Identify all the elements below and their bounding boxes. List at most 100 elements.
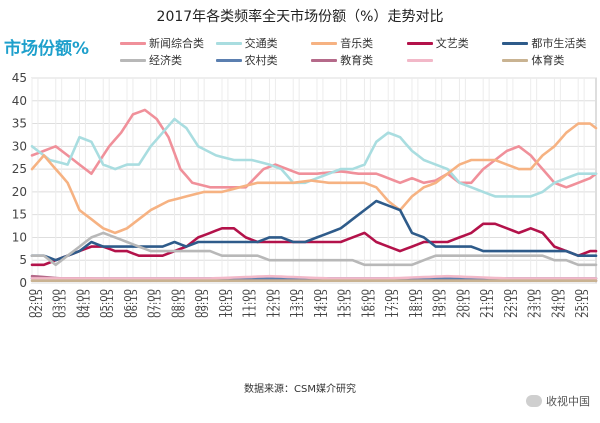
legend-swatch: [215, 58, 242, 62]
legend-item: 音乐类: [311, 36, 407, 50]
legend-item: 文艺类: [406, 36, 503, 50]
x-tick-label: 02:00: [28, 289, 39, 318]
x-tick-label: 12:15: [271, 289, 282, 318]
y-tick-label: 20: [12, 185, 27, 199]
y-tick-label: 25: [12, 162, 27, 176]
legend-label: 新闻综合类: [149, 37, 204, 50]
series-line: [30, 108, 598, 189]
x-tick-label: 17:15: [390, 289, 401, 318]
series-line: [30, 199, 598, 262]
x-tick-label: 21:00: [479, 289, 490, 318]
y-tick-label: 0: [19, 276, 27, 290]
x-tick-label: 24:15: [556, 289, 567, 318]
y-tick-label: 35: [12, 117, 27, 131]
series-line: [30, 117, 598, 198]
x-tick-label: 06:00: [123, 289, 134, 318]
x-tick-label: 19:00: [432, 289, 443, 318]
series-line: [30, 231, 598, 267]
legend-item: 都市生活类: [502, 36, 598, 50]
x-tick-label: 19:15: [438, 289, 449, 318]
x-tick-label: 17:00: [384, 289, 395, 318]
x-tick-label: 11:00: [242, 289, 253, 318]
legend-item: 交通类: [215, 36, 312, 50]
x-tick-label: 07:00: [147, 289, 158, 318]
legend-label: 体育类: [531, 54, 565, 67]
legend-label: 经济类: [149, 54, 182, 67]
x-tick-label: 21:15: [485, 289, 496, 318]
legend-swatch: [311, 58, 338, 62]
legend-label: 农村类: [244, 54, 278, 67]
x-tick-label: 23:00: [527, 289, 538, 318]
y-tick-label: 10: [12, 230, 27, 244]
x-tick-label: 16:00: [360, 289, 371, 318]
y-tick-label: 40: [12, 94, 27, 108]
data-source-note: 数据来源：CSM媒介研究: [244, 384, 356, 395]
x-tick-label: 13:00: [289, 289, 300, 318]
series-line: [30, 122, 598, 235]
x-tick-label: 14:00: [313, 289, 324, 318]
x-tick-label: 23:15: [533, 289, 544, 318]
x-tick-label: 25:15: [580, 289, 591, 318]
x-tick-label: 22:15: [509, 289, 520, 318]
x-tick-label: 25:00: [574, 289, 585, 318]
y-tick-label: 45: [12, 71, 27, 85]
series-line: [30, 222, 598, 267]
legend-item: 农村类: [215, 53, 312, 67]
x-tick-label: 05:00: [99, 289, 110, 318]
x-tick-label: 08:00: [170, 289, 181, 318]
x-tick-label: 16:15: [366, 289, 377, 318]
x-tick-label: 15:00: [337, 289, 348, 318]
x-tick-label: 09:00: [194, 289, 205, 318]
legend-swatch: [502, 41, 529, 45]
y-tick-label: 30: [12, 139, 27, 153]
legend-swatch: [120, 41, 146, 45]
legend-item: 体育类: [502, 53, 598, 67]
x-tick-label: 11:15: [248, 289, 259, 318]
chart-title: 2017年各类频率全天市场份额（%）走势对比: [156, 9, 444, 25]
x-tick-label: 04:00: [75, 289, 86, 318]
x-tick-label: 18:15: [414, 289, 425, 318]
legend-item: 新闻综合类: [120, 36, 216, 50]
x-tick-label: 20:15: [461, 289, 472, 318]
x-tick-label: 08:15: [176, 289, 187, 318]
x-tick-label: 06:15: [129, 289, 140, 318]
x-tick-label: 10:15: [224, 289, 235, 318]
x-tick-label: 04:15: [81, 289, 92, 318]
x-tick-label: 09:15: [200, 289, 211, 318]
x-tick-label: 12:00: [265, 289, 276, 318]
x-tick-label: 14:15: [319, 289, 330, 318]
watermark-text: 收视中国: [546, 395, 590, 408]
x-tick-label: 07:15: [153, 289, 164, 318]
x-tick-label: 03:00: [52, 289, 63, 318]
legend-swatch: [502, 58, 529, 62]
legend-label: 文艺类: [435, 37, 469, 50]
x-tick-label: 24:00: [550, 289, 561, 318]
legend-item: [406, 53, 503, 67]
x-tick-label: 13:15: [295, 289, 306, 318]
y-tick-label: 5: [19, 253, 27, 267]
legend-swatch: [215, 41, 242, 45]
y-axis-label: 市场份额%: [4, 39, 90, 59]
x-tick-label: 02:15: [34, 289, 45, 318]
x-tick-label: 20:00: [455, 289, 466, 318]
legend-label: 教育类: [340, 54, 374, 67]
wechat-icon: [526, 395, 542, 407]
watermark: 收视中国: [526, 393, 590, 409]
legend-swatch: [406, 41, 433, 45]
legend-item: 经济类: [120, 53, 216, 67]
legend-swatch: [120, 58, 146, 62]
x-tick-label: 22:00: [503, 289, 514, 318]
legend-label: 音乐类: [340, 37, 374, 50]
x-tick-label: 18:00: [408, 289, 419, 318]
legend-label: 交通类: [244, 37, 278, 50]
x-tick-label: 03:15: [58, 289, 69, 318]
x-tick-label: 10:00: [218, 289, 229, 318]
legend-item: 教育类: [311, 53, 407, 67]
x-tick-label: 15:15: [343, 289, 354, 318]
y-tick-label: 15: [12, 208, 27, 222]
series-line: [30, 274, 598, 280]
legend-label: 都市生活类: [531, 37, 587, 50]
x-tick-label: 05:15: [105, 289, 116, 318]
chart-legend: 新闻综合类 交通类 音乐类 文艺类 都市生活类经济类 农村类 教育类 体育类: [120, 36, 598, 67]
